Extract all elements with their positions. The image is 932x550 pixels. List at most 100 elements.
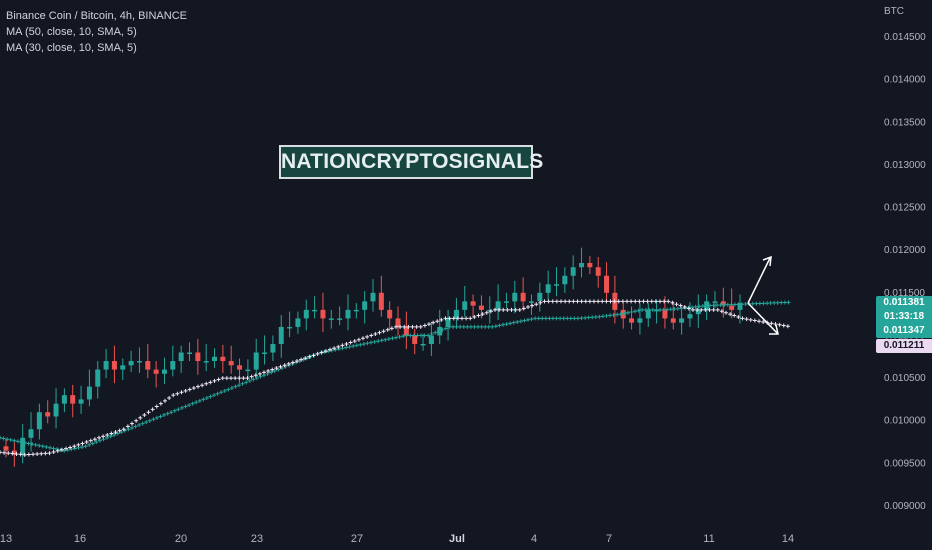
- y-tick-label: 0.012000: [884, 245, 926, 256]
- ma-30-point: [179, 390, 184, 395]
- ma-30-point: [35, 451, 40, 456]
- ma-50-point: [394, 335, 398, 340]
- ma-30-point: [542, 299, 547, 304]
- ma-50-point: [233, 384, 238, 389]
- ma-50-point: [504, 322, 509, 327]
- ma-50-point: [625, 310, 630, 315]
- ma-50-point: [354, 343, 359, 348]
- candle-body: [45, 412, 51, 417]
- ma-30-point: [620, 299, 625, 304]
- ma-30-point: [724, 310, 728, 315]
- ma-50-point: [722, 302, 727, 307]
- ma-50-point: [240, 381, 245, 386]
- ma-30-legend[interactable]: MA (30, close, 10, SMA, 5): [6, 42, 137, 54]
- candle-body: [86, 386, 92, 400]
- ma-50-point: [247, 378, 252, 383]
- ma-30-point: [427, 322, 431, 327]
- ma-30-point: [266, 368, 271, 373]
- y-tick-label: 0.013000: [884, 160, 926, 171]
- ma-30-point: [125, 424, 130, 429]
- candle-body: [237, 365, 243, 370]
- ma-30-point: [295, 359, 299, 364]
- candle-body: [520, 292, 526, 302]
- ma-30-point: [171, 393, 176, 398]
- ma-50-point: [440, 327, 445, 332]
- candle-body: [579, 262, 585, 268]
- ma-30-point: [113, 430, 118, 435]
- ma-50-point: [369, 340, 374, 345]
- ma-30-point: [748, 317, 753, 322]
- ma-30-point: [307, 354, 312, 359]
- candle-body: [145, 361, 151, 370]
- ma-30-point: [608, 299, 613, 304]
- ma-50-point: [201, 397, 206, 402]
- ma-50-point: [658, 307, 662, 312]
- ma-50-point: [493, 324, 498, 329]
- ma-30-point: [216, 377, 221, 382]
- ma-30-point: [191, 386, 196, 391]
- y-tick-label: 0.010500: [884, 373, 926, 384]
- ma-30-point: [662, 299, 667, 304]
- ma-30-point: [68, 445, 73, 450]
- ma-50-point: [137, 422, 142, 427]
- y-tick-label: 0.009500: [884, 458, 926, 469]
- ma-50-point: [251, 377, 256, 382]
- ma-50-point: [765, 301, 770, 306]
- ma-30-point: [781, 323, 786, 328]
- ma-30-point: [332, 346, 337, 351]
- ma-30-point: [629, 299, 634, 304]
- ma-50-legend[interactable]: MA (50, close, 10, SMA, 5): [6, 26, 137, 38]
- ma-30-point: [163, 398, 167, 403]
- ma-30-point: [645, 299, 650, 304]
- candle-body: [512, 292, 518, 302]
- ma-30-point: [138, 415, 143, 420]
- ma-50-point: [575, 316, 580, 321]
- ma-30-point: [418, 324, 423, 329]
- ma-50-point: [465, 324, 470, 329]
- ma-50-point: [97, 438, 102, 443]
- ma-30-point: [328, 347, 332, 352]
- ma-50-point: [476, 324, 481, 329]
- ma-50-point: [418, 333, 423, 338]
- candle-body: [370, 292, 376, 302]
- ma-50-point: [518, 319, 523, 324]
- ma-30-point: [695, 307, 700, 312]
- ma-50-point: [433, 330, 438, 335]
- ma-50-point: [204, 395, 209, 400]
- ma-30-point: [744, 317, 749, 322]
- candle-body: [562, 275, 568, 285]
- ma-50-point: [151, 417, 156, 422]
- candle-body: [570, 267, 576, 276]
- ma-30-point: [563, 299, 568, 304]
- ma-30-point: [150, 407, 155, 412]
- ma-50-point: [718, 303, 723, 308]
- ma-30-point: [674, 302, 679, 307]
- ma-50-point: [511, 320, 516, 325]
- ma-50-point: [711, 303, 716, 308]
- ma-50-point: [743, 302, 748, 307]
- ma-50-point: [401, 334, 406, 339]
- ma-30-point: [703, 307, 708, 312]
- ma-50-point: [529, 317, 534, 322]
- candle-body: [136, 361, 142, 363]
- ma-50-point: [540, 316, 545, 321]
- ma-50-point: [51, 446, 56, 451]
- ma-50-point: [461, 324, 466, 329]
- ma-30-point: [92, 437, 97, 442]
- ma-50-point: [754, 301, 759, 306]
- ma-50-point: [508, 321, 513, 326]
- candle-body: [61, 395, 67, 404]
- ma-50-point: [358, 342, 363, 347]
- ma-30-point: [592, 299, 596, 304]
- ma-30-point: [80, 441, 85, 446]
- ma-30-point: [282, 363, 287, 368]
- ma-50-point: [365, 341, 370, 346]
- ma-30-point: [686, 306, 691, 311]
- candle-body: [303, 309, 309, 319]
- ma-30-point: [274, 366, 279, 371]
- ma-50-point: [643, 307, 648, 312]
- ma-50-point: [351, 344, 356, 349]
- candle-body: [629, 318, 635, 323]
- symbol-title[interactable]: Binance Coin / Bitcoin, 4h, BINANCE: [6, 10, 187, 22]
